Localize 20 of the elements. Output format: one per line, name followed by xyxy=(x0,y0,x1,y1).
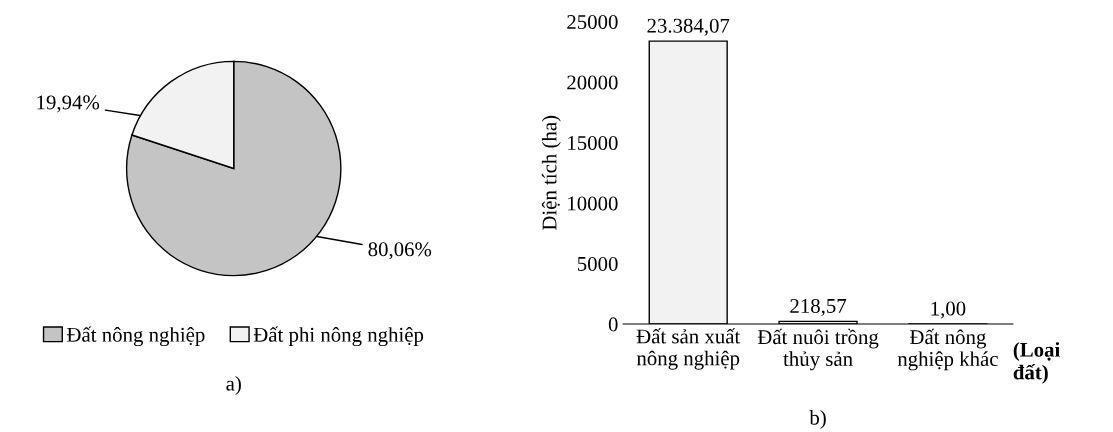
y-tick-label: 15000 xyxy=(568,135,618,150)
text: a) xyxy=(226,376,241,395)
text: b) xyxy=(809,410,826,429)
data-label: 23.384,07 xyxy=(647,18,730,36)
y-tick-label: 25000 xyxy=(567,14,618,30)
y-tick-label: 10000 xyxy=(568,196,618,211)
x-tick-label: Đất nông nghiệp khác xyxy=(897,328,998,371)
data-label: 80,06% xyxy=(368,242,432,260)
y-tick-label: 5000 xyxy=(577,256,618,271)
y-axis-title: Diện tích (ha) xyxy=(541,115,561,231)
y-tick-label: 0 xyxy=(608,317,618,332)
x-axis-title: (Loại đất) xyxy=(1013,342,1060,384)
x-tick-label: Đất sản xuất nông nghiệp xyxy=(636,328,741,370)
legend-label: Đất phi nông nghiệp xyxy=(253,326,424,347)
data-label: 19,94% xyxy=(37,95,100,113)
legend-label: Đất nông nghiệp xyxy=(66,326,205,347)
data-label: 218,57 xyxy=(790,298,847,316)
y-tick-label: 20000 xyxy=(567,75,618,90)
x-tick-label: Đất nuôi trồng thủy sản xyxy=(757,328,879,371)
data-label: 1,00 xyxy=(931,301,966,319)
